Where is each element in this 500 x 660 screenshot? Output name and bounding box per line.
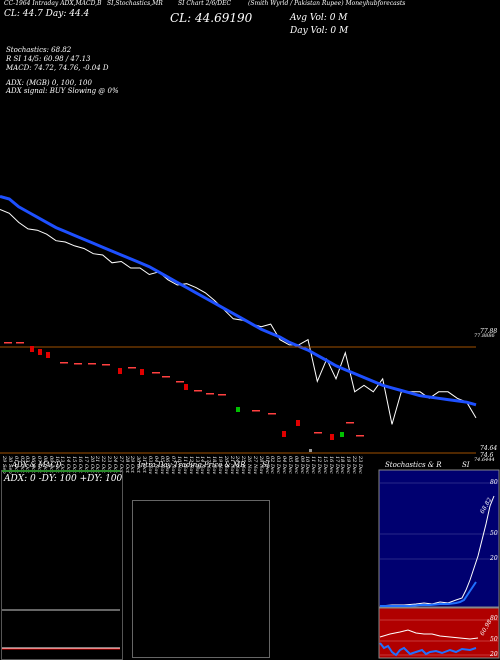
stoch-panel-title: Stochastics & R <box>385 461 442 469</box>
candle-mark <box>346 422 354 424</box>
candle-mark <box>4 342 12 344</box>
axis-top-label2: 77.8886 <box>474 333 495 339</box>
sma-line <box>0 194 477 407</box>
intra-panel-si: SI <box>262 461 270 469</box>
stoch-readout: Stochastics: 68.82 <box>6 46 72 54</box>
day-vol: Day Vol: 0 M <box>290 26 349 36</box>
stoch-panel-si: SI <box>462 461 470 469</box>
rsi-axis-20: 20 <box>490 651 498 658</box>
intra-day-panel <box>132 500 270 658</box>
candle-mark <box>152 372 160 374</box>
candle-mark <box>74 363 82 365</box>
candle-down <box>30 346 34 352</box>
candle-mark <box>16 342 24 344</box>
candle-mark <box>88 363 96 365</box>
stoch-axis-80: 80 <box>490 479 498 486</box>
candle-mark <box>218 394 226 396</box>
mrsi-line <box>379 642 477 657</box>
candle-mark <box>60 362 68 364</box>
candle-down <box>46 352 50 358</box>
stoch-axis-50: 50 <box>490 530 498 537</box>
adx-panel-title: ADX & MACD <box>12 461 62 469</box>
stoch-axis-20: 20 <box>490 555 498 562</box>
rsi-readout: R SI 14/5: 60.98 / 47.13 <box>6 55 91 63</box>
candle-mark <box>176 381 184 383</box>
avg-vol: Avg Vol: 0 M <box>290 13 348 23</box>
header-line1b: SI,Stochastics,MR <box>107 0 163 7</box>
stoch-d-line <box>380 581 477 607</box>
adx-signal: ADX signal: BUY Slowing @ 0% <box>6 87 119 95</box>
candle-down <box>184 384 188 390</box>
candle-mark <box>194 390 202 392</box>
candle-mark <box>268 413 276 415</box>
candle-mark <box>356 435 364 437</box>
price-line <box>0 208 477 425</box>
candle-up <box>236 407 240 412</box>
rsi-axis-50: 50 <box>490 636 498 643</box>
axis-bottom-label-3: 74.6444 <box>474 457 495 463</box>
stoch-k-line <box>379 495 495 607</box>
candle-mark <box>128 367 136 369</box>
candle-mark <box>206 393 214 395</box>
header-line2: CL: 44.7 Day: 44.4 <box>4 9 90 19</box>
axis-bottom-label-2: 74.6 <box>480 452 494 459</box>
volume-dot <box>309 449 312 452</box>
axis-top-label: 77.88 <box>480 328 498 335</box>
candle-down <box>330 434 334 440</box>
candle-down <box>38 349 42 355</box>
header-line1c: SI Chart 2/6/DEC <box>178 0 232 7</box>
candle-down <box>282 431 286 437</box>
candle-mark <box>162 376 170 378</box>
rsi-axis-80: 80 <box>490 615 498 622</box>
axis-bottom-label-1: 74.64 <box>480 445 498 452</box>
candle-mark <box>252 410 260 412</box>
stoch-panel-bg <box>378 469 500 608</box>
main-price-chart <box>0 194 477 454</box>
macd-readout: MACD: 74.72, 74.76, -0.04 D <box>6 64 109 72</box>
adx-panel-values: ADX: 0 -DY: 100 +DY: 100 <box>4 474 123 484</box>
candle-mark <box>102 364 110 366</box>
candle-up <box>340 432 344 437</box>
candle-mark <box>314 432 322 434</box>
candle-down <box>296 420 300 426</box>
intra-panel-title: Intra Day Trading Price & MR <box>138 461 246 469</box>
adx-readout: ADX: (MGB) 0, 100, 100 <box>6 79 92 87</box>
rsi-line <box>379 629 479 640</box>
header-line1: CC-1964 Intraday ADX,MACD,B <box>4 0 102 7</box>
header-line1d: (Smith Wyrld / Pakistan Rupee) Moneyhubf… <box>248 0 406 7</box>
candle-down <box>140 369 144 375</box>
close-label: CL: 44.69190 <box>170 11 253 25</box>
candle-down <box>118 368 122 374</box>
